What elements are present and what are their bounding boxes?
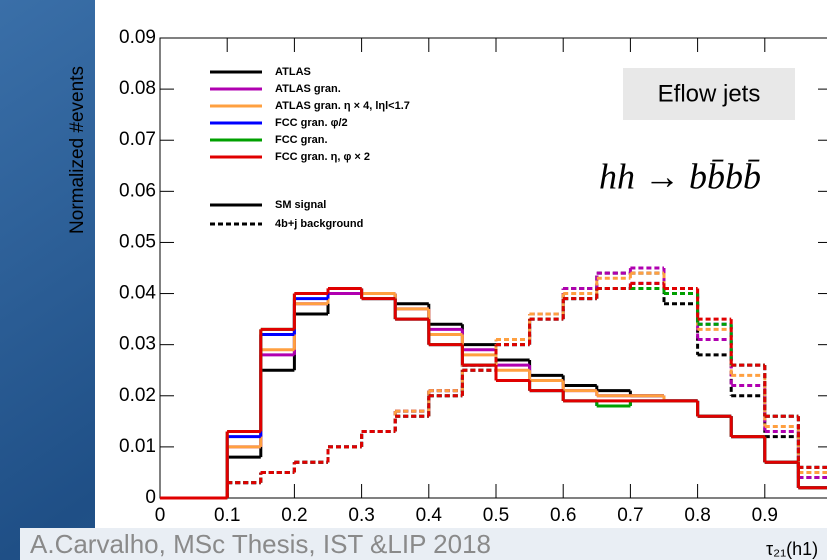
caption-band — [20, 528, 827, 560]
y-axis-label: Normalized #events — [67, 66, 88, 234]
caption: A.Carvalho, MSc Thesis, IST &LIP 2018 — [30, 529, 491, 559]
y-tick-label: 0.07 — [119, 129, 156, 150]
legend-label: 4b+j background — [275, 218, 363, 230]
legend-label: SM signal — [275, 199, 326, 211]
legend-label: ATLAS gran. η × 4, lηl<1.7 — [275, 100, 410, 112]
legend-label: ATLAS — [275, 66, 311, 78]
x-tick-label: 0.4 — [416, 505, 443, 526]
legend-label: FCC gran. φ/2 — [275, 117, 348, 129]
y-tick-label: 0.06 — [119, 180, 156, 201]
x-tick-label: 0 — [155, 505, 166, 526]
legend-label: FCC gran. — [275, 134, 328, 146]
y-tick-label: 0.02 — [119, 385, 156, 406]
y-tick-label: 0.04 — [119, 283, 156, 304]
legend-label: FCC gran. η, φ × 2 — [275, 151, 370, 163]
y-tick-label: 0.08 — [119, 78, 156, 99]
legend-label: ATLAS gran. — [275, 83, 341, 95]
x-tick-label: 0.5 — [483, 505, 509, 526]
x-axis-label: τ₂₁(h1) — [766, 539, 818, 559]
x-tick-label: 0.7 — [617, 505, 643, 526]
x-tick-label: 0.1 — [214, 505, 240, 526]
x-tick-label: 0.3 — [348, 505, 374, 526]
annotation: Eflow jets — [658, 80, 761, 107]
x-tick-label: 0.6 — [550, 505, 576, 526]
y-tick-label: 0 — [145, 487, 156, 508]
annotation-box — [623, 68, 795, 120]
x-tick-label: 0.8 — [684, 505, 710, 526]
annotation: hh → bb̄bb̄ — [599, 156, 761, 196]
x-tick-label: 0.2 — [281, 505, 307, 526]
y-tick-label: 0.03 — [119, 334, 156, 355]
y-tick-label: 0.01 — [119, 436, 156, 457]
x-tick-label: 0.9 — [752, 505, 778, 526]
y-tick-label: 0.09 — [119, 27, 156, 48]
y-tick-label: 0.05 — [119, 231, 156, 252]
